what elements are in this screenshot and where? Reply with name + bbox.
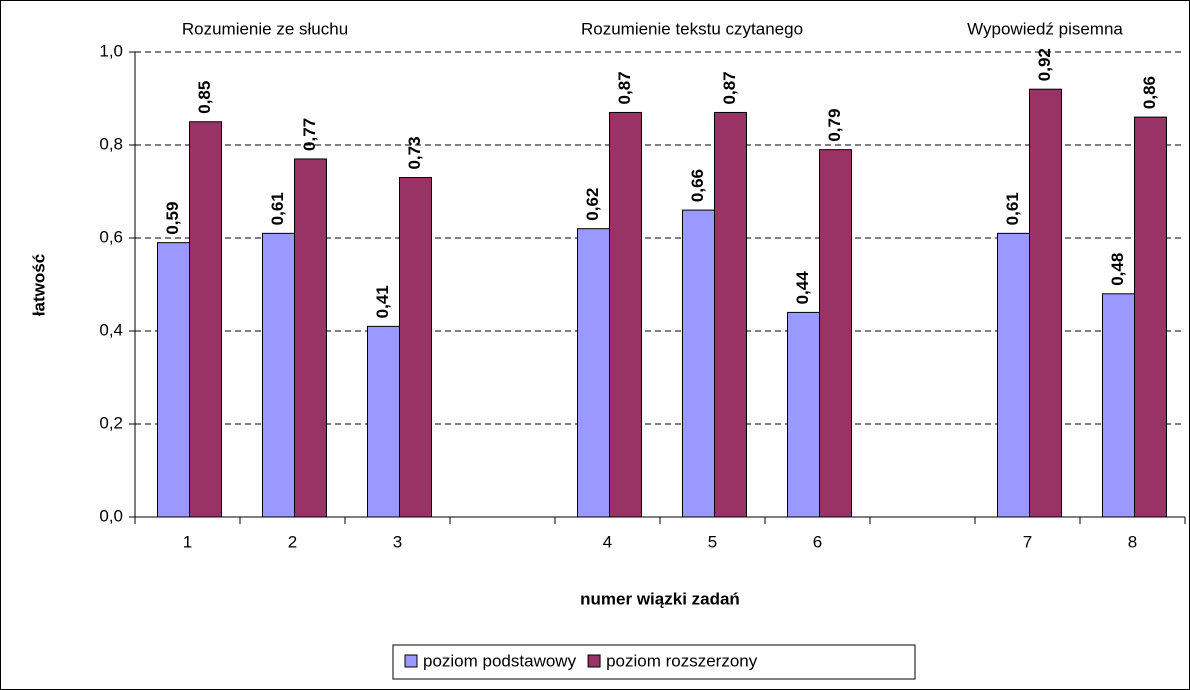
value-label: 0,61 [1003, 192, 1022, 225]
bar [1102, 293, 1135, 518]
y-tick-label: 0,6 [99, 227, 123, 246]
bar [714, 111, 747, 518]
bar [997, 232, 1030, 518]
bar [399, 177, 432, 518]
bar [609, 111, 642, 518]
value-label: 0,66 [688, 169, 707, 202]
x-tick-label: 3 [393, 532, 402, 551]
legend-swatch [587, 654, 601, 668]
legend-label: poziom rozszerzony [606, 651, 758, 670]
bar [787, 311, 820, 518]
x-tick-label: 6 [813, 532, 822, 551]
legend-swatch [404, 654, 418, 668]
y-tick-label: 1,0 [99, 41, 123, 60]
legend-label: poziom podstawowy [423, 651, 577, 670]
value-label: 0,41 [373, 285, 392, 318]
value-label: 0,61 [268, 192, 287, 225]
value-label: 0,85 [195, 81, 214, 114]
group-label: Rozumienie tekstu czytanego [581, 19, 803, 38]
x-tick-label: 4 [603, 532, 612, 551]
bar [262, 232, 295, 518]
bar [819, 149, 852, 518]
value-label: 0,48 [1108, 253, 1127, 286]
value-label: 0,87 [720, 71, 739, 104]
group-label: Wypowiedź pisemna [967, 19, 1123, 38]
bar [682, 209, 715, 518]
group-label: Rozumienie ze słuchu [182, 19, 348, 38]
bar [367, 325, 400, 518]
value-label: 0,59 [163, 202, 182, 235]
value-label: 0,92 [1035, 48, 1054, 81]
legend-box [392, 644, 916, 680]
value-label: 0,86 [1140, 76, 1159, 109]
x-tick-label: 5 [708, 532, 717, 551]
value-label: 0,62 [583, 188, 602, 221]
y-tick-label: 0,0 [99, 506, 123, 525]
value-label: 0,44 [793, 271, 812, 305]
value-label: 0,77 [300, 118, 319, 151]
bar [1029, 88, 1062, 518]
x-tick-label: 8 [1128, 532, 1137, 551]
bar [294, 158, 327, 518]
value-label: 0,73 [405, 136, 424, 169]
bar [577, 228, 610, 518]
value-label: 0,87 [615, 71, 634, 104]
bar [157, 242, 190, 518]
bar [1134, 116, 1167, 518]
y-tick-label: 0,4 [99, 320, 123, 339]
x-tick-label: 2 [288, 532, 297, 551]
value-label: 0,79 [825, 109, 844, 142]
x-tick-label: 1 [183, 532, 192, 551]
x-axis-label: numer wiązki zadań [580, 589, 740, 608]
y-axis-label: łatwość [29, 254, 48, 316]
bar [189, 121, 222, 518]
x-tick-label: 7 [1023, 532, 1032, 551]
y-tick-label: 0,2 [99, 413, 123, 432]
y-tick-label: 0,8 [99, 134, 123, 153]
